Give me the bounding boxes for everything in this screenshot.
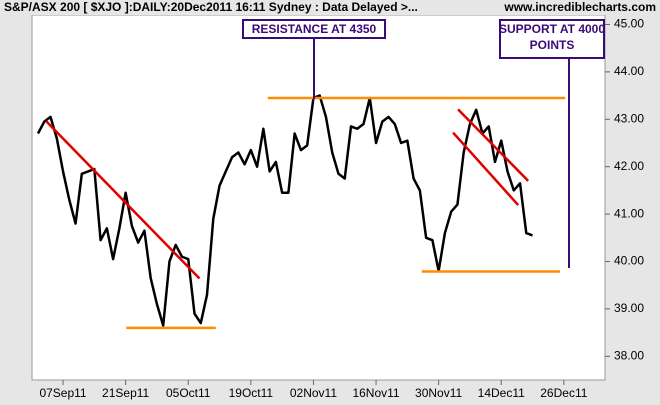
y-tick-label: 44.00 [614, 64, 644, 78]
x-tick-label: 02Nov11 [290, 386, 337, 400]
callout-box [242, 19, 386, 39]
x-tick-label: 14Dec11 [478, 386, 525, 400]
y-tick-label: 38.00 [614, 348, 644, 362]
x-tick-label: 30Nov11 [415, 386, 462, 400]
trend-line [452, 131, 520, 206]
y-tick-label: 42.00 [614, 159, 644, 173]
trend-line [457, 108, 530, 182]
x-tick-label: 21Sep11 [102, 386, 149, 400]
y-tick-label: 40.00 [614, 254, 644, 268]
y-tick-label: 43.00 [614, 111, 644, 125]
annotation: SUPPORT AT 4000 [499, 22, 605, 36]
x-tick-label: 07Sep11 [39, 386, 86, 400]
callout-box [499, 19, 605, 59]
y-tick-label: 39.00 [614, 301, 644, 315]
x-tick-label: 05Oct11 [166, 386, 211, 400]
plot-area [31, 14, 606, 381]
x-tick-label: 19Oct11 [229, 386, 274, 400]
header-band [0, 0, 660, 15]
chart-subtitle: www.incrediblecharts.com [503, 0, 656, 14]
x-tick-label: 26Dec11 [540, 386, 587, 400]
annotation: RESISTANCE AT 4350 [252, 22, 377, 36]
price-line [36, 94, 533, 327]
trend-line [45, 120, 201, 280]
annotation: POINTS [530, 38, 575, 52]
x-tick-label: 16Nov11 [352, 386, 399, 400]
chart-title: S&P/ASX 200 [ $XJO ]:DAILY:20Dec2011 16:… [4, 0, 418, 14]
y-tick-label: 41.00 [614, 206, 644, 220]
y-tick-label: 45.00 [614, 17, 644, 31]
